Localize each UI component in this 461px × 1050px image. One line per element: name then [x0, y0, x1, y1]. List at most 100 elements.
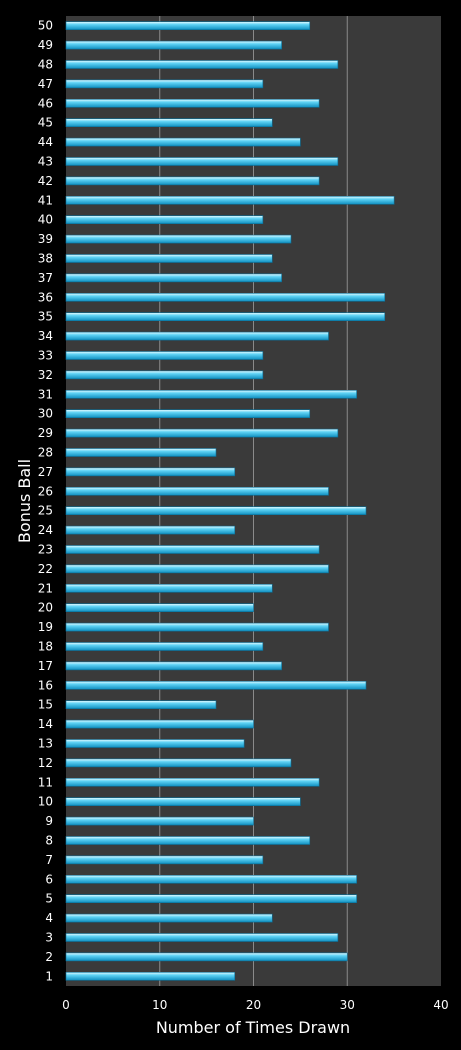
- y-tick-label: 11: [38, 775, 53, 789]
- y-tick-label: 37: [38, 271, 53, 285]
- y-tick-label: 12: [38, 756, 53, 770]
- bar-fill: [65, 79, 264, 89]
- y-tick-label: 5: [45, 892, 53, 906]
- bar-fill: [65, 952, 348, 962]
- bar: [65, 118, 273, 127]
- y-tick-label: 41: [38, 193, 53, 207]
- bar-fill: [65, 739, 245, 748]
- bar-fill: [65, 661, 282, 671]
- bar-fill: [65, 137, 301, 147]
- y-tick-label: 31: [38, 387, 53, 401]
- y-tick-label: 3: [45, 931, 53, 945]
- bar: [65, 254, 273, 263]
- y-tick-label: 29: [38, 426, 53, 440]
- bar: [65, 758, 292, 768]
- bar-fill: [65, 331, 329, 341]
- bar-fill: [65, 913, 273, 923]
- bar-fill: [65, 40, 282, 50]
- y-tick-label: 50: [38, 19, 53, 33]
- bar-fill: [65, 312, 386, 322]
- x-tick-label: 20: [246, 998, 261, 1012]
- y-tick-label: 4: [45, 911, 53, 925]
- bar: [65, 719, 254, 729]
- bar: [65, 40, 282, 50]
- bar: [65, 99, 320, 108]
- y-tick-label: 18: [38, 640, 53, 654]
- bar: [65, 79, 264, 89]
- bar: [65, 603, 254, 613]
- bar: [65, 545, 320, 554]
- y-tick-label: 22: [38, 562, 53, 576]
- bar: [65, 292, 386, 302]
- bar: [65, 661, 282, 671]
- y-tick-label: 2: [45, 950, 53, 964]
- bar-fill: [65, 448, 217, 457]
- bar: [65, 176, 320, 186]
- bar-fill: [65, 719, 254, 729]
- y-axis-title: Bonus Ball: [15, 459, 34, 543]
- bar: [65, 467, 236, 477]
- y-tick-label: 49: [38, 38, 53, 52]
- bars: [65, 21, 395, 981]
- bar-fill: [65, 700, 217, 710]
- bar-fill: [65, 777, 320, 787]
- bar: [65, 777, 320, 787]
- bar: [65, 409, 311, 419]
- bar: [65, 525, 236, 535]
- bar-fill: [65, 506, 367, 516]
- y-tick-label: 43: [38, 155, 53, 169]
- bar: [65, 680, 367, 690]
- y-tick-label: 32: [38, 368, 53, 382]
- bar: [65, 894, 357, 904]
- bar: [65, 739, 245, 748]
- bar: [65, 389, 357, 399]
- bar-fill: [65, 254, 273, 263]
- bar-fill: [65, 273, 282, 283]
- bar-fill: [65, 157, 339, 166]
- bar-fill: [65, 389, 357, 399]
- y-tick-label: 39: [38, 232, 53, 246]
- bar: [65, 836, 311, 845]
- bar: [65, 137, 301, 147]
- bar-fill: [65, 428, 339, 438]
- x-tick-label: 0: [62, 998, 70, 1012]
- bar: [65, 952, 348, 962]
- bar: [65, 564, 329, 574]
- bar-fill: [65, 816, 254, 826]
- y-tick-label: 45: [38, 116, 53, 130]
- y-tick-label: 24: [38, 523, 53, 537]
- y-tick-label: 21: [38, 581, 53, 595]
- y-tick-label: 25: [38, 504, 53, 518]
- bar-fill: [65, 894, 357, 904]
- y-tick-label: 44: [38, 135, 53, 149]
- bar-fill: [65, 176, 320, 186]
- bar-fill: [65, 118, 273, 127]
- bar-fill: [65, 351, 264, 360]
- bar-fill: [65, 583, 273, 593]
- y-tick-label: 8: [45, 834, 53, 848]
- bar: [65, 21, 311, 31]
- bar: [65, 700, 217, 710]
- bar: [65, 234, 292, 244]
- bar-fill: [65, 797, 301, 807]
- y-tick-label: 26: [38, 484, 53, 498]
- bar-fill: [65, 855, 264, 865]
- y-tick-labels: 1234567891011121314151617181920212223242…: [38, 19, 53, 984]
- bar: [65, 913, 273, 923]
- y-tick-label: 15: [38, 698, 53, 712]
- bar-fill: [65, 836, 311, 845]
- bar-fill: [65, 642, 264, 651]
- bar: [65, 351, 264, 360]
- bar-fill: [65, 99, 320, 108]
- x-axis-title: Number of Times Drawn: [156, 1018, 350, 1037]
- bar-fill: [65, 525, 236, 535]
- bar: [65, 312, 386, 322]
- bar-fill: [65, 874, 357, 884]
- bar: [65, 157, 339, 166]
- bar: [65, 196, 395, 205]
- y-tick-label: 35: [38, 310, 53, 324]
- y-tick-label: 33: [38, 349, 53, 363]
- y-tick-label: 42: [38, 174, 53, 188]
- bar: [65, 971, 236, 981]
